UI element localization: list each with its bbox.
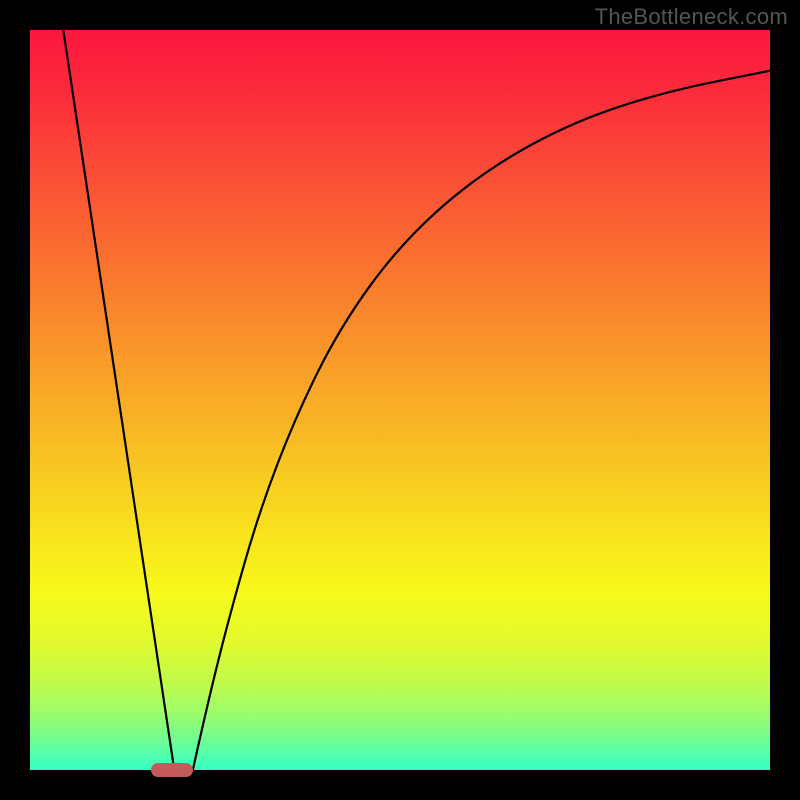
min-marker [151, 763, 192, 777]
bottleneck-curve [63, 30, 770, 770]
chart-frame: TheBottleneck.com [0, 0, 800, 800]
plot-area [30, 30, 770, 770]
curve-layer [30, 30, 770, 770]
watermark-text: TheBottleneck.com [595, 4, 788, 30]
